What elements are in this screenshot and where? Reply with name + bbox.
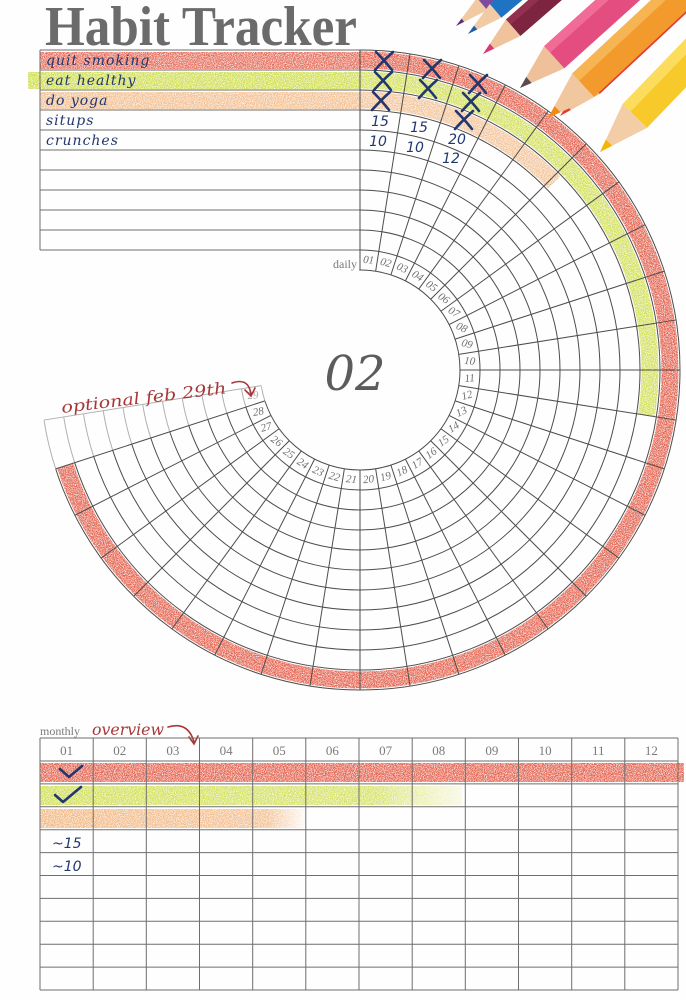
x-mark-icon bbox=[421, 58, 443, 80]
monthly-overview: monthly overview bbox=[39, 720, 684, 991]
monthly-shade-quit-smoking bbox=[40, 763, 684, 782]
month-headers: 01 02 03 04 05 06 07 08 09 10 11 12 bbox=[60, 743, 658, 758]
month-header: 01 bbox=[60, 743, 73, 758]
month-header: 06 bbox=[326, 743, 340, 758]
month-header: 02 bbox=[113, 743, 126, 758]
day-label: 20 bbox=[363, 473, 376, 486]
month-header: 12 bbox=[645, 743, 658, 758]
habit-list-grid bbox=[39, 49, 360, 251]
curved-arrow-icon bbox=[231, 380, 256, 398]
x-mark-icon bbox=[417, 78, 439, 100]
habit-shade-do-yoga bbox=[40, 92, 360, 109]
crunches-count-day-01: 10 bbox=[369, 134, 387, 150]
habit-label-crunches: crunches bbox=[46, 133, 119, 149]
day-label: 13 bbox=[454, 404, 470, 420]
day-label: 23 bbox=[310, 464, 326, 480]
habit-shade-quit-smoking bbox=[40, 52, 360, 69]
situps-count-day-03: 20 bbox=[448, 132, 466, 148]
x-mark-icon bbox=[467, 73, 489, 95]
x-mark-icon bbox=[372, 70, 394, 92]
day-label: 19 bbox=[379, 470, 393, 485]
crunches-count-day-02: 10 bbox=[406, 140, 424, 156]
day-label: 21 bbox=[345, 473, 357, 486]
monthly-label: monthly bbox=[40, 724, 80, 738]
radial-day-dividers bbox=[55, 50, 680, 690]
day-label: 08 bbox=[454, 320, 470, 336]
habit-label-situps: situps bbox=[46, 113, 94, 129]
day-label: 11 bbox=[464, 372, 475, 385]
x-mark-icon bbox=[370, 90, 392, 112]
monthly-crunches-value: ~10 bbox=[52, 859, 82, 875]
habit-list: quit smoking eat healthy do yoga situps … bbox=[28, 49, 360, 251]
month-header: 10 bbox=[539, 743, 552, 758]
day-label: 01 bbox=[363, 254, 375, 267]
monthly-grid bbox=[39, 737, 679, 991]
day-label: 22 bbox=[327, 470, 341, 485]
daily-ring-tracker: 01 02 03 04 05 06 07 08 09 10 11 12 13 1… bbox=[39, 49, 681, 691]
month-header: 11 bbox=[592, 743, 605, 758]
day-label: 12 bbox=[460, 388, 474, 403]
month-number: 02 bbox=[324, 346, 385, 402]
monthly-shade-eat-healthy bbox=[40, 786, 462, 805]
habit-label-quit-smoking: quit smoking bbox=[46, 53, 150, 69]
day-label: 24 bbox=[295, 456, 311, 472]
situps-count-day-01: 15 bbox=[371, 114, 389, 130]
daily-label: daily bbox=[333, 257, 357, 271]
monthly-checks bbox=[53, 764, 84, 804]
habit-shade-eat-healthy bbox=[28, 72, 360, 89]
situps-count-day-02: 15 bbox=[410, 120, 428, 136]
day-label: 03 bbox=[395, 261, 411, 277]
month-header: 09 bbox=[485, 743, 498, 758]
monthly-shade-do-yoga bbox=[40, 809, 308, 828]
daily-counts: 15 15 20 10 10 12 bbox=[369, 114, 466, 167]
habit-label-do-yoga: do yoga bbox=[46, 93, 109, 109]
x-mark-icon bbox=[373, 50, 395, 72]
day-label: 18 bbox=[395, 464, 411, 480]
day-label: 14 bbox=[446, 419, 462, 435]
month-header: 03 bbox=[166, 743, 179, 758]
month-header: 05 bbox=[273, 743, 286, 758]
curved-arrow-icon bbox=[167, 724, 199, 746]
day-label: 27 bbox=[259, 420, 273, 435]
optional-day-29-divider bbox=[43, 385, 262, 421]
checkmark-icon bbox=[58, 764, 84, 779]
colored-pencils-icon bbox=[456, 0, 686, 152]
page-title: Habit Tracker bbox=[45, 0, 357, 58]
month-header: 08 bbox=[432, 743, 445, 758]
day-label: 09 bbox=[460, 337, 474, 352]
month-header: 04 bbox=[220, 743, 234, 758]
overview-note: overview bbox=[92, 720, 164, 739]
x-mark-icon bbox=[453, 109, 475, 131]
checkmark-icon bbox=[53, 785, 83, 804]
monthly-situps-value: ~15 bbox=[52, 836, 82, 852]
day-label: 07 bbox=[446, 304, 462, 320]
day-labels: 01 02 03 04 05 06 07 08 09 10 11 12 13 1… bbox=[247, 254, 476, 486]
month-header: 07 bbox=[379, 743, 393, 758]
x-mark-icon bbox=[460, 91, 482, 113]
day-label: 02 bbox=[379, 256, 393, 271]
completed-marks bbox=[370, 50, 489, 131]
day-label: 28 bbox=[252, 405, 265, 419]
habit-label-eat-healthy: eat healthy bbox=[46, 73, 136, 89]
crunches-count-day-03: 12 bbox=[442, 151, 460, 167]
day-label: 10 bbox=[464, 355, 477, 368]
